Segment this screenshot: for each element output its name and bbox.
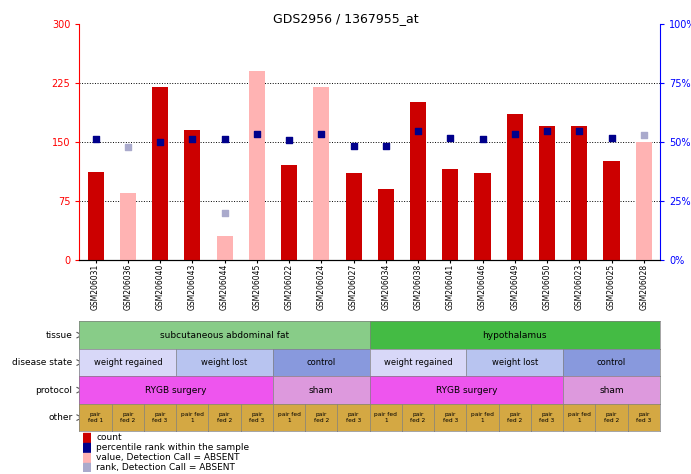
- Text: pair
fed 2: pair fed 2: [410, 412, 426, 423]
- Text: pair
fed 3: pair fed 3: [346, 412, 361, 423]
- Text: percentile rank within the sample: percentile rank within the sample: [96, 443, 249, 452]
- Bar: [636, 142, 652, 260]
- Bar: [249, 71, 265, 260]
- Text: pair
fed 2: pair fed 2: [604, 412, 619, 423]
- Point: [155, 138, 166, 146]
- Text: pair
fed 3: pair fed 3: [443, 412, 458, 423]
- Point: [219, 209, 230, 216]
- Text: pair
fed 3: pair fed 3: [153, 412, 168, 423]
- Text: sham: sham: [309, 386, 334, 394]
- Point: [445, 134, 456, 142]
- Point: [542, 128, 553, 135]
- Text: pair
fed 2: pair fed 2: [217, 412, 232, 423]
- Point: [380, 142, 391, 149]
- Bar: [475, 173, 491, 260]
- Point: [283, 137, 294, 144]
- Text: pair fed
1: pair fed 1: [568, 412, 591, 423]
- Text: pair
fed 2: pair fed 2: [314, 412, 329, 423]
- Text: protocol: protocol: [35, 386, 73, 394]
- Point: [252, 130, 263, 137]
- Point: [413, 128, 424, 135]
- Bar: [88, 172, 104, 260]
- Text: count: count: [96, 433, 122, 442]
- Text: weight regained: weight regained: [93, 358, 162, 367]
- Text: sham: sham: [599, 386, 624, 394]
- Point: [509, 130, 520, 137]
- Text: disease state: disease state: [12, 358, 73, 367]
- Point: [606, 134, 617, 142]
- Text: pair
fed 3: pair fed 3: [249, 412, 265, 423]
- Text: weight lost: weight lost: [492, 358, 538, 367]
- Text: pair fed
1: pair fed 1: [278, 412, 301, 423]
- Text: subcutaneous abdominal fat: subcutaneous abdominal fat: [160, 331, 289, 339]
- Point: [574, 128, 585, 135]
- Text: pair fed
1: pair fed 1: [375, 412, 397, 423]
- Text: pair
fed 2: pair fed 2: [120, 412, 135, 423]
- Text: pair
fed 3: pair fed 3: [540, 412, 555, 423]
- Bar: [346, 173, 361, 260]
- Bar: [539, 126, 555, 260]
- Point: [219, 136, 230, 143]
- Text: rank, Detection Call = ABSENT: rank, Detection Call = ABSENT: [96, 463, 235, 472]
- Text: GDS2956 / 1367955_at: GDS2956 / 1367955_at: [273, 12, 418, 25]
- Bar: [378, 189, 394, 260]
- Text: weight regained: weight regained: [384, 358, 453, 367]
- Point: [122, 144, 133, 151]
- Text: pair fed
1: pair fed 1: [181, 412, 204, 423]
- Bar: [184, 130, 200, 260]
- Text: pair
fed 1: pair fed 1: [88, 412, 103, 423]
- Text: hypothalamus: hypothalamus: [482, 331, 547, 339]
- Bar: [120, 193, 136, 260]
- Point: [638, 132, 650, 139]
- Bar: [313, 87, 330, 260]
- Text: pair
fed 3: pair fed 3: [636, 412, 652, 423]
- Text: control: control: [307, 358, 336, 367]
- Bar: [571, 126, 587, 260]
- Bar: [603, 161, 620, 260]
- Text: RYGB surgery: RYGB surgery: [435, 386, 498, 394]
- Text: pair fed
1: pair fed 1: [471, 412, 494, 423]
- Bar: [281, 165, 297, 260]
- Point: [90, 136, 101, 143]
- Point: [316, 130, 327, 137]
- Text: tissue: tissue: [46, 331, 73, 339]
- Text: weight lost: weight lost: [202, 358, 247, 367]
- Point: [477, 136, 488, 143]
- Bar: [152, 87, 168, 260]
- Point: [187, 136, 198, 143]
- Text: control: control: [597, 358, 626, 367]
- Text: pair
fed 2: pair fed 2: [507, 412, 522, 423]
- Text: value, Detection Call = ABSENT: value, Detection Call = ABSENT: [96, 453, 240, 462]
- Text: other: other: [48, 413, 73, 422]
- Bar: [442, 169, 458, 260]
- Bar: [410, 102, 426, 260]
- Text: RYGB surgery: RYGB surgery: [145, 386, 207, 394]
- Point: [348, 142, 359, 149]
- Bar: [507, 114, 523, 260]
- Bar: [216, 236, 233, 260]
